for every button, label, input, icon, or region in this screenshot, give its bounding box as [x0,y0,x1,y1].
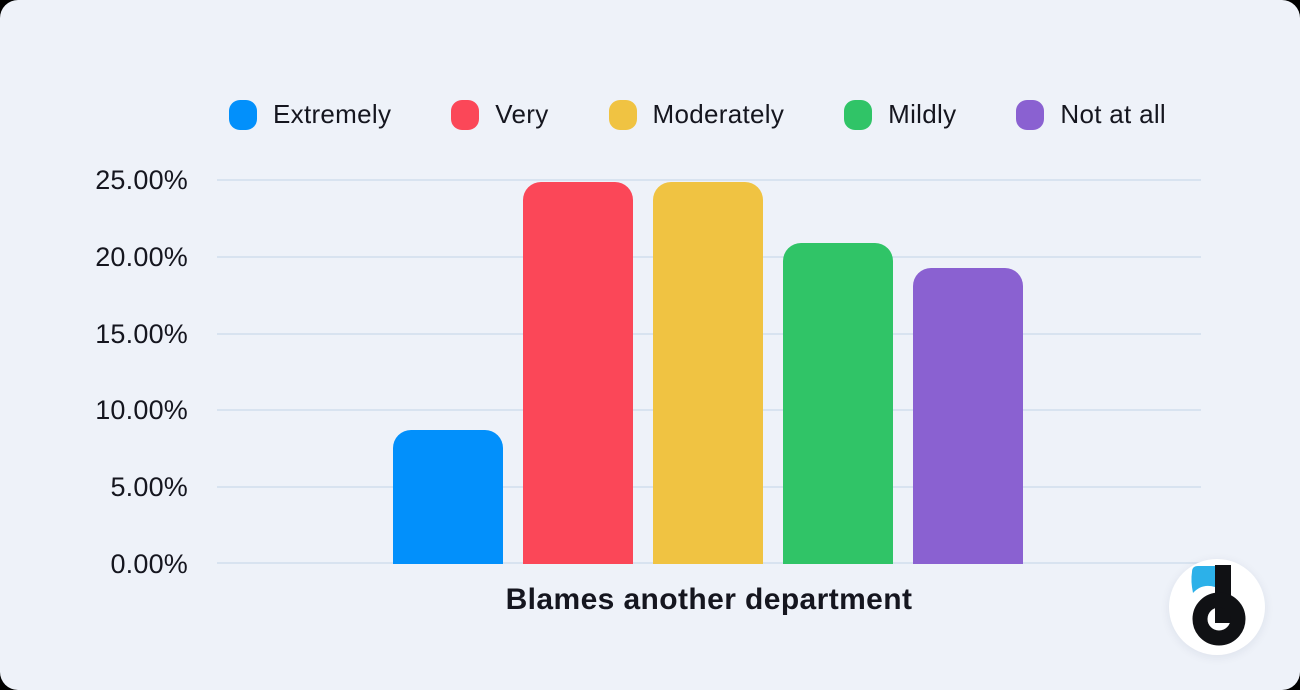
legend-label: Very [495,99,549,129]
legend-swatch-icon [844,99,873,130]
bar-not-at-all[interactable] [913,267,1023,564]
legend-swatch-icon [229,99,257,130]
y-tick-label: 25.00% [95,165,188,195]
y-tick-label: 20.00% [95,241,188,272]
displayr-d-icon [1191,565,1246,646]
legend-item-mildly[interactable]: Mildly [844,99,956,130]
displayr-logo[interactable] [1169,559,1265,655]
legend-label: Mildly [888,99,957,129]
bar-very[interactable] [523,181,633,564]
gridline [217,179,1201,181]
plot-area [217,179,1201,564]
legend-item-very[interactable]: Very [451,99,548,130]
x-axis-label: Blames another department [505,583,913,616]
legend-item-extremely[interactable]: Extremely [229,99,391,130]
y-tick-label: 0.00% [110,549,188,579]
legend-swatch-icon [451,99,480,130]
legend-item-not-at-all[interactable]: Not at all [1016,99,1166,130]
y-tick-label: 10.00% [95,395,188,426]
chart-legend: Extremely Very Moderately Mildly Not at all [229,99,1166,130]
legend-label: Extremely [273,99,392,129]
legend-label: Not at all [1060,99,1166,129]
bar-extremely[interactable] [393,430,503,564]
legend-item-moderately[interactable]: Moderately [608,99,785,130]
y-tick-label: 5.00% [110,472,188,503]
legend-label: Moderately [652,99,785,129]
y-axis: 0.00% 5.00% 10.00% 15.00% 20.00% 25.00% [30,0,188,690]
y-tick-label: 15.00% [95,318,188,349]
legend-swatch-icon [608,99,637,130]
bar-moderately[interactable] [653,181,763,564]
bar-mildly[interactable] [783,243,893,564]
legend-swatch-icon [1016,99,1045,130]
